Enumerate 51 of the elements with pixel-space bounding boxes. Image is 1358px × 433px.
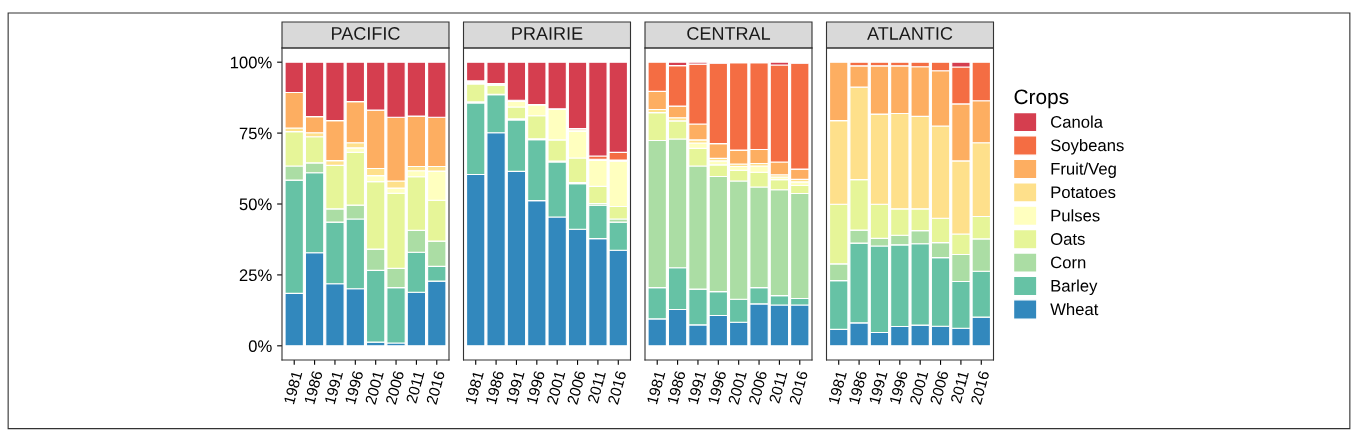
legend-label: Potatoes	[1051, 186, 1116, 199]
x-tick-label: 2001	[909, 370, 929, 405]
x-tick-label: 1981	[465, 370, 484, 405]
x-tick-label: 2006	[929, 370, 949, 405]
x-tick-label: 1996	[707, 370, 727, 405]
x-tick-label: 2006	[566, 370, 586, 405]
x-tick-label: 1996	[889, 370, 908, 405]
x-tick-label: 1996	[344, 370, 364, 405]
chart-title: CENTRAL	[687, 27, 771, 40]
x-tick-label: 2016	[970, 370, 990, 405]
x-tick-label: 2016	[426, 370, 445, 405]
legend-label: Barley	[1051, 279, 1098, 296]
y-tick-label: 25%	[239, 269, 272, 282]
x-tick-label: 2001	[365, 370, 384, 405]
chart-title: ATLANTIC	[867, 27, 953, 40]
chart-title: PACIFIC	[332, 27, 400, 40]
x-tick-label: 1991	[868, 370, 888, 405]
y-tick-label: 100%	[230, 56, 272, 69]
x-tick-label: 1981	[828, 370, 847, 405]
x-tick-label: 1986	[304, 370, 323, 405]
y-tick-label: 75%	[239, 127, 272, 140]
legend-label: Soybeans	[1050, 139, 1124, 155]
x-tick-label: 2001	[546, 370, 566, 405]
legend-label: Wheat	[1050, 302, 1099, 316]
x-tick-label: 1991	[324, 370, 344, 405]
legend-label: Canola	[1051, 115, 1103, 128]
x-tick-label: 1986	[848, 370, 868, 405]
x-tick-label: 2011	[768, 370, 788, 404]
x-tick-label: 1991	[505, 370, 525, 405]
x-tick-label: 2011	[587, 370, 606, 404]
x-tick-label: 1996	[526, 370, 545, 405]
legend-title: Crops	[1014, 89, 1069, 109]
legend-label: Oats	[1050, 233, 1085, 245]
x-tick-label: 1991	[687, 370, 707, 405]
x-tick-label: 2011	[950, 370, 969, 404]
legend-label: Pulses	[1051, 209, 1100, 222]
y-tick-label: 50%	[239, 198, 272, 211]
x-tick-label: 1986	[485, 370, 505, 405]
x-tick-label: 1981	[646, 370, 666, 405]
x-tick-label: 2016	[607, 370, 627, 405]
x-tick-label: 2006	[385, 370, 405, 405]
x-tick-label: 2006	[748, 370, 768, 405]
x-tick-label: 2001	[728, 370, 747, 405]
x-tick-label: 2011	[405, 370, 425, 404]
y-tick-label: 0%	[248, 340, 272, 353]
chart-title: PRAIRIE	[512, 27, 583, 40]
x-tick-label: 2016	[789, 370, 808, 405]
x-tick-label: 1986	[667, 370, 686, 405]
legend-label: Corn	[1051, 256, 1086, 269]
x-tick-label: 1981	[283, 370, 303, 405]
legend-label: Fruit/Veg	[1051, 162, 1116, 178]
